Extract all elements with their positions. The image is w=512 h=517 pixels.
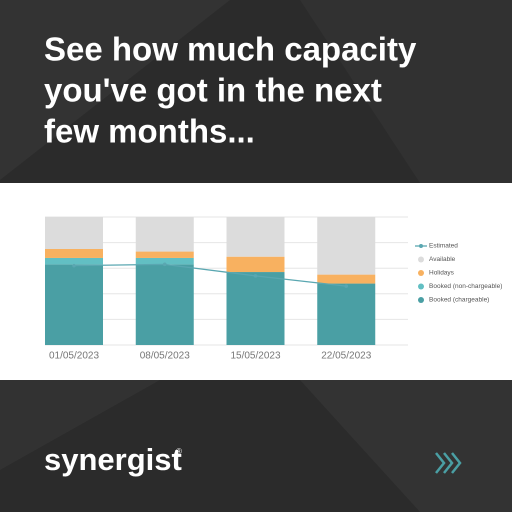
- line: [73, 263, 347, 287]
- bar-segment: [45, 264, 103, 345]
- legend-swatch: [418, 270, 424, 276]
- legend-swatch: [418, 256, 424, 263]
- bar-segment: [135, 257, 194, 265]
- line-point: [72, 263, 76, 268]
- bar-segment: [226, 256, 285, 273]
- bar-segment: [45, 257, 103, 265]
- legend-label: Estimated: [429, 243, 458, 250]
- bar-segment: [135, 251, 194, 258]
- x-tick-label: 08/05/2023: [140, 351, 190, 362]
- chart: 01/05/2023 08/05/2023 15/05/2023 22/05/2023…: [45, 216, 502, 362]
- line-point: [162, 262, 167, 267]
- legend-label: Booked (chargeable): [429, 297, 489, 304]
- bar-segment: [226, 217, 285, 257]
- bar-segment: [317, 283, 376, 345]
- headline: you've got in the next: [44, 72, 382, 109]
- bar-segment: [45, 217, 103, 249]
- x-tick-label: 15/05/2023: [230, 351, 280, 362]
- legend-swatch: [418, 297, 424, 303]
- legend-label: Holidays: [429, 270, 455, 277]
- legend-swatch: [419, 244, 423, 248]
- headline: few months...: [44, 113, 255, 150]
- x-tick-label: 22/05/2023: [321, 351, 371, 362]
- bg-shape: [300, 0, 512, 183]
- x-tick-label: 01/05/2023: [49, 351, 99, 362]
- line-point: [253, 274, 258, 278]
- bg-shape: [0, 380, 160, 470]
- headline: See how much capacity: [44, 31, 417, 68]
- bar-segment: [135, 217, 194, 252]
- bar-segment: [317, 274, 376, 284]
- bar-segment: [45, 249, 103, 258]
- bg-shape: [300, 380, 512, 512]
- bar-segment: [135, 264, 194, 345]
- legend-swatch: [418, 283, 424, 290]
- legend-label: Available: [429, 256, 456, 263]
- bg-shape: [0, 0, 230, 180]
- brand-mark: ®: [176, 447, 182, 456]
- brand: synergist: [44, 442, 182, 477]
- chevrons: [435, 452, 462, 474]
- legend-label: Booked (non-chargeable): [429, 283, 502, 290]
- line-point: [344, 284, 349, 288]
- bar-segment: [317, 217, 376, 275]
- bar-segment: [226, 272, 285, 345]
